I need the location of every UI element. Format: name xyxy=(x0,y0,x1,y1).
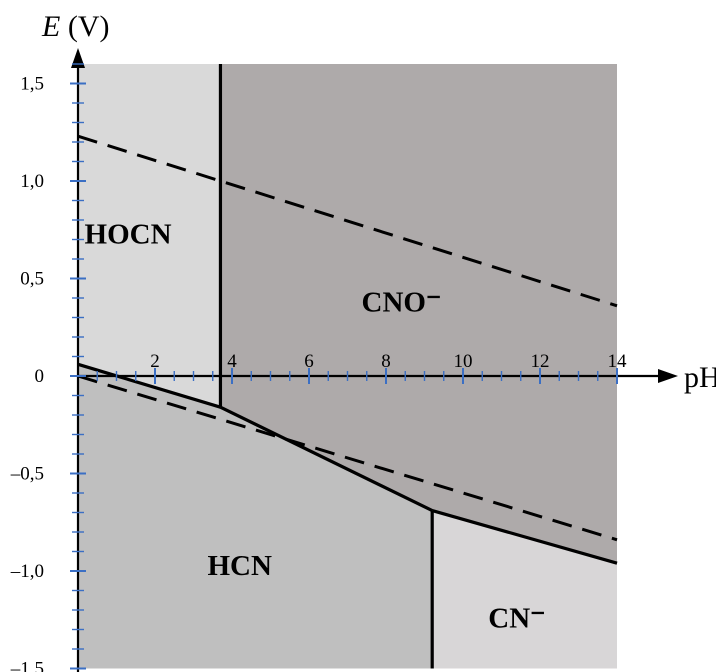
y-tick-label: –0,5 xyxy=(10,464,44,485)
water-stability-lines xyxy=(77,134,618,542)
region-hocn xyxy=(78,64,221,408)
water-line-o2-h2o xyxy=(77,134,618,308)
x-tick-label: 8 xyxy=(381,351,391,372)
boundary-hocn-hcn xyxy=(77,362,221,409)
region-hcn xyxy=(78,364,433,669)
water-line-h2o-h2 xyxy=(77,374,618,542)
axes: 1,5 1,0 0,5 0 –0,5 –1,0 –1,5 2 4 6 8 10 12 14 E (V) pH xyxy=(10,10,716,672)
region-fills xyxy=(78,64,617,669)
y-tick-label: –1,0 xyxy=(10,561,44,582)
region-label-cno: CNO⁻ xyxy=(362,287,442,319)
x-tick-label: 4 xyxy=(227,351,237,372)
y-tick-label: 1,0 xyxy=(20,171,44,192)
x-axis-arrow xyxy=(658,369,678,383)
x-tick-label: 10 xyxy=(454,351,473,372)
x-axis-title: pH xyxy=(684,361,716,394)
x-tick-label: 2 xyxy=(150,351,160,372)
region-label-hcn: HCN xyxy=(207,550,272,582)
region-cno xyxy=(220,64,617,564)
x-tick-label: 12 xyxy=(531,351,550,372)
y-axis-title: E (V) xyxy=(41,10,109,43)
y-tick-label: –1,5 xyxy=(10,659,44,672)
y-axis-arrow xyxy=(71,48,85,68)
boundary-lines xyxy=(77,64,618,669)
boundary-cno-cn xyxy=(431,509,618,565)
y-tick-label: 0,5 xyxy=(20,269,44,290)
region-label-hocn: HOCN xyxy=(85,218,172,250)
region-label-cn: CN⁻ xyxy=(488,603,545,635)
x-tick-label: 14 xyxy=(608,351,628,372)
region-cn xyxy=(432,510,617,669)
boundary-cno-hcn xyxy=(219,405,433,512)
region-labels: HOCN CNO⁻ HCN CN⁻ xyxy=(85,218,546,634)
y-tick-label: 0 xyxy=(35,366,45,387)
x-tick-label: 6 xyxy=(304,351,314,372)
y-tick-label: 1,5 xyxy=(20,74,44,95)
